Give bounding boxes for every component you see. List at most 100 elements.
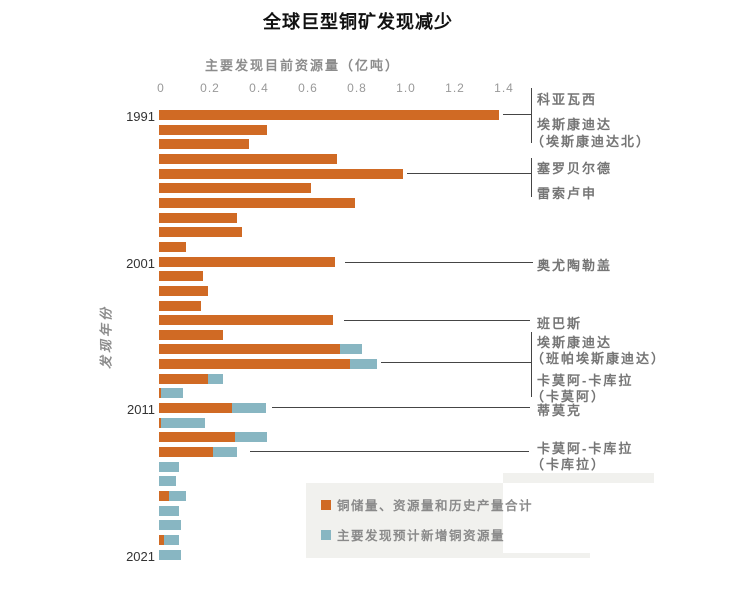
bar-segment-reserves bbox=[159, 418, 161, 428]
bar-segment-reserves bbox=[159, 183, 311, 193]
bar-segment-new-resources bbox=[164, 535, 179, 545]
bar-segment-reserves bbox=[159, 535, 164, 545]
callout-label: （卡莫阿） bbox=[531, 389, 607, 404]
bar-segment-new-resources bbox=[213, 447, 237, 457]
bar-segment-reserves bbox=[159, 125, 267, 135]
callout-label: 科亚瓦西 bbox=[537, 92, 598, 107]
y-tick-label: 2011 bbox=[127, 402, 155, 417]
bar-segment-reserves bbox=[159, 169, 403, 179]
callout-line bbox=[407, 173, 531, 174]
callout-line bbox=[345, 262, 533, 263]
bar-segment-reserves bbox=[159, 330, 223, 340]
bar-segment-new-resources bbox=[161, 388, 183, 398]
callout-line bbox=[272, 407, 530, 408]
bar-row-2006 bbox=[159, 330, 223, 340]
legend-label: 主要发现预计新增铜资源量 bbox=[337, 529, 506, 543]
bar-row-1994 bbox=[159, 154, 337, 164]
bar-segment-reserves bbox=[159, 447, 213, 457]
bar-row-2013 bbox=[159, 432, 267, 442]
y-axis-title: 发现年份 bbox=[98, 304, 114, 370]
bar-segment-reserves bbox=[159, 286, 208, 296]
bar-segment-new-resources bbox=[350, 359, 377, 369]
callout-label: （埃斯康迪达北） bbox=[531, 134, 652, 149]
bar-segment-new-resources bbox=[161, 418, 205, 428]
bar-row-2014 bbox=[159, 447, 237, 457]
callout-bracket bbox=[531, 88, 532, 143]
bar-row-1996 bbox=[159, 183, 311, 193]
bar-segment-reserves bbox=[159, 271, 203, 281]
callout-label: 埃斯康迪达 bbox=[537, 117, 613, 132]
bar-segment-new-resources bbox=[340, 344, 362, 354]
callout-label: 塞罗贝尔德 bbox=[537, 161, 613, 176]
callout-bracket bbox=[531, 332, 532, 397]
bar-row-1992 bbox=[159, 125, 267, 135]
bar-row-2003 bbox=[159, 286, 208, 296]
callout-line bbox=[381, 362, 531, 363]
callout-label: （班帕埃斯康迪达） bbox=[531, 351, 667, 366]
legend-background bbox=[306, 483, 503, 558]
bar-segment-reserves bbox=[159, 301, 201, 311]
bar-segment-reserves bbox=[159, 388, 161, 398]
x-tick-label: 1.4 bbox=[494, 81, 514, 95]
bar-segment-reserves bbox=[159, 257, 335, 267]
bar-row-1993 bbox=[159, 139, 249, 149]
callout-label: 卡莫阿-卡库拉 bbox=[537, 373, 634, 388]
bar-segment-new-resources bbox=[159, 520, 181, 530]
legend-item: 铜储量、资源量和历史产量合计 bbox=[321, 495, 533, 514]
callout-label: 埃斯康迪达 bbox=[537, 335, 613, 350]
x-tick-label: 1.2 bbox=[445, 81, 465, 95]
bar-segment-reserves bbox=[159, 432, 235, 442]
callout-bracket bbox=[531, 158, 532, 197]
legend-item: 主要发现预计新增铜资源量 bbox=[321, 525, 505, 544]
callout-label: 奥尤陶勒盖 bbox=[537, 258, 613, 273]
bar-segment-new-resources bbox=[208, 374, 223, 384]
bar-row-2000 bbox=[159, 242, 186, 252]
bar-row-2019 bbox=[159, 520, 181, 530]
callout-line bbox=[503, 114, 531, 115]
bar-segment-new-resources bbox=[159, 462, 179, 472]
x-tick-label: 0 bbox=[157, 81, 165, 95]
bar-segment-reserves bbox=[159, 374, 208, 384]
legend-swatch-icon bbox=[321, 529, 331, 540]
legend-label: 铜储量、资源量和历史产量合计 bbox=[337, 499, 534, 513]
bar-segment-reserves bbox=[159, 491, 169, 501]
bar-row-2009 bbox=[159, 374, 223, 384]
callout-label: 蒂莫克 bbox=[537, 403, 583, 418]
bar-segment-reserves bbox=[159, 154, 337, 164]
bar-row-2005 bbox=[159, 315, 333, 325]
bar-row-2020 bbox=[159, 535, 179, 545]
bar-segment-reserves bbox=[159, 110, 499, 120]
bar-row-1995 bbox=[159, 169, 403, 179]
callout-label: 班巴斯 bbox=[537, 316, 583, 331]
x-tick-label: 1.0 bbox=[396, 81, 416, 95]
bar-segment-reserves bbox=[159, 359, 350, 369]
bar-row-2011 bbox=[159, 403, 266, 413]
bar-row-2002 bbox=[159, 271, 203, 281]
callout-label: （卡库拉） bbox=[531, 457, 607, 472]
bar-row-1999 bbox=[159, 227, 242, 237]
chart-title: 全球巨型铜矿发现减少 bbox=[263, 12, 453, 32]
bar-segment-reserves bbox=[159, 403, 232, 413]
legend-swatch-icon bbox=[321, 499, 331, 510]
bar-row-2007 bbox=[159, 344, 362, 354]
bar-row-2018 bbox=[159, 506, 179, 516]
bar-segment-reserves bbox=[159, 344, 340, 354]
legend-background-strip-bottom bbox=[503, 553, 590, 558]
bar-segment-new-resources bbox=[232, 403, 266, 413]
y-tick-label: 2001 bbox=[126, 256, 155, 271]
bar-row-2012 bbox=[159, 418, 205, 428]
bar-segment-new-resources bbox=[159, 476, 176, 486]
bar-segment-new-resources bbox=[159, 550, 181, 560]
bar-segment-reserves bbox=[159, 213, 237, 223]
bar-segment-new-resources bbox=[235, 432, 267, 442]
bar-row-1991 bbox=[159, 110, 499, 120]
bar-row-1998 bbox=[159, 213, 237, 223]
callout-label: 雷索卢申 bbox=[537, 186, 598, 201]
x-tick-label: 0.6 bbox=[298, 81, 318, 95]
bar-segment-new-resources bbox=[169, 491, 186, 501]
bar-row-2008 bbox=[159, 359, 377, 369]
bar-segment-reserves bbox=[159, 198, 355, 208]
bar-segment-reserves bbox=[159, 227, 242, 237]
callout-line bbox=[250, 451, 529, 452]
